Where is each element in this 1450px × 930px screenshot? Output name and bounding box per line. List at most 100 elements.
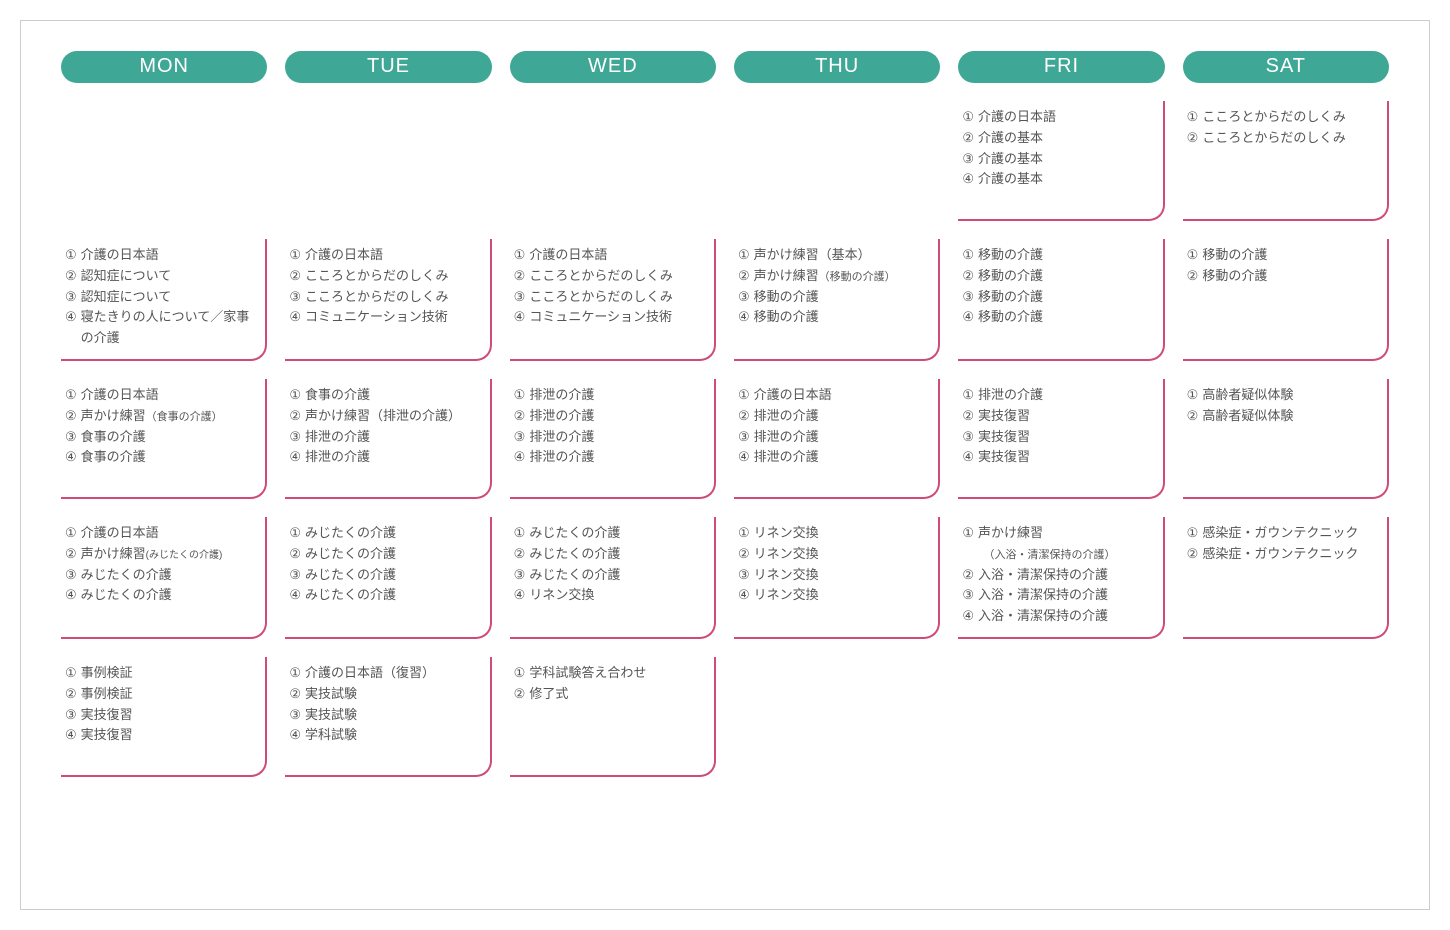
schedule-item: ③排泄の介護 — [514, 427, 706, 448]
item-number: ① — [65, 385, 77, 406]
item-number: ④ — [962, 169, 974, 190]
schedule-item: ①声かけ練習 （入浴・清潔保持の介護） — [962, 523, 1154, 565]
item-text: みじたくの介護 — [81, 565, 258, 586]
item-number: ① — [962, 523, 974, 544]
item-text: 入浴・清潔保持の介護 — [978, 606, 1155, 627]
item-text: 学科試験 — [305, 725, 482, 746]
schedule-item: ④寝たきりの人について／家事の介護 — [65, 307, 257, 349]
item-number: ① — [514, 385, 526, 406]
empty-cell — [61, 101, 267, 221]
item-number: ② — [962, 128, 974, 149]
item-suffix: （移動の介護） — [819, 271, 896, 283]
schedule-item: ②こころとからだのしくみ — [1187, 128, 1379, 149]
empty-cell — [734, 657, 940, 777]
schedule-item: ④排泄の介護 — [738, 447, 930, 468]
schedule-item: ①排泄の介護 — [514, 385, 706, 406]
schedule-item: ②みじたくの介護 — [514, 544, 706, 565]
empty-cell — [1183, 657, 1389, 777]
item-number: ① — [289, 663, 301, 684]
schedule-item: ①介護の日本語 — [289, 245, 481, 266]
schedule-cell-r2-c1: ①食事の介護②声かけ練習（排泄の介護）③排泄の介護④排泄の介護 — [285, 379, 491, 499]
item-number: ② — [289, 684, 301, 705]
schedule-item: ④介護の基本 — [962, 169, 1154, 190]
item-number: ④ — [738, 307, 750, 328]
schedule-item: ①リネン交換 — [738, 523, 930, 544]
item-text: 実技復習 — [978, 447, 1155, 468]
schedule-item: ③移動の介護 — [738, 287, 930, 308]
item-number: ① — [514, 523, 526, 544]
item-text: 移動の介護 — [1202, 266, 1379, 287]
schedule-item: ②事例検証 — [65, 684, 257, 705]
item-number: ① — [65, 663, 77, 684]
schedule-item: ④コミュニケーション技術 — [289, 307, 481, 328]
schedule-item: ④入浴・清潔保持の介護 — [962, 606, 1154, 627]
item-text: みじたくの介護 — [529, 523, 706, 544]
item-text: こころとからだのしくみ — [1202, 128, 1379, 149]
schedule-item: ②移動の介護 — [962, 266, 1154, 287]
item-text: 実技復習 — [81, 725, 258, 746]
item-number: ③ — [289, 427, 301, 448]
day-header-fri: FRI — [958, 51, 1164, 83]
schedule-item: ④みじたくの介護 — [289, 585, 481, 606]
item-text: リネン交換 — [754, 585, 931, 606]
schedule-item: ③入浴・清潔保持の介護 — [962, 585, 1154, 606]
item-subtext: （入浴・清潔保持の介護） — [978, 549, 1116, 561]
schedule-item: ③実技復習 — [65, 705, 257, 726]
schedule-item: ①介護の日本語 — [65, 523, 257, 544]
item-number: ④ — [289, 725, 301, 746]
schedule-item: ①移動の介護 — [1187, 245, 1379, 266]
schedule-item: ①学科試験答え合わせ — [514, 663, 706, 684]
schedule-cell-r1-c1: ①介護の日本語②こころとからだのしくみ③こころとからだのしくみ④コミュニケーショ… — [285, 239, 491, 361]
item-text: コミュニケーション技術 — [529, 307, 706, 328]
item-number: ① — [1187, 245, 1199, 266]
item-text: 移動の介護 — [754, 307, 931, 328]
schedule-item: ③実技試験 — [289, 705, 481, 726]
item-text: 介護の日本語 — [81, 385, 258, 406]
item-number: ④ — [289, 307, 301, 328]
item-text: 介護の基本 — [978, 169, 1155, 190]
item-number: ① — [962, 107, 974, 128]
item-number: ① — [962, 245, 974, 266]
schedule-cell-r1-c3: ①声かけ練習（基本）②声かけ練習（移動の介護）③移動の介護④移動の介護 — [734, 239, 940, 361]
item-number: ③ — [962, 287, 974, 308]
item-text: みじたくの介護 — [305, 523, 482, 544]
item-number: ① — [738, 245, 750, 266]
schedule-item: ②実技復習 — [962, 406, 1154, 427]
schedule-item: ③認知症について — [65, 287, 257, 308]
item-number: ② — [514, 544, 526, 565]
schedule-container: MONTUEWEDTHUFRISAT①介護の日本語②介護の基本③介護の基本④介護… — [20, 20, 1430, 910]
schedule-item: ④食事の介護 — [65, 447, 257, 468]
schedule-item: ②入浴・清潔保持の介護 — [962, 565, 1154, 586]
item-number: ② — [514, 684, 526, 705]
item-text: 排泄の介護 — [529, 447, 706, 468]
schedule-item: ①介護の日本語 — [962, 107, 1154, 128]
item-text: 実技復習 — [81, 705, 258, 726]
item-number: ③ — [289, 705, 301, 726]
schedule-item: ④コミュニケーション技術 — [514, 307, 706, 328]
item-number: ④ — [962, 307, 974, 328]
item-text: こころとからだのしくみ — [305, 287, 482, 308]
schedule-item: ③排泄の介護 — [738, 427, 930, 448]
schedule-item: ④移動の介護 — [962, 307, 1154, 328]
schedule-cell-r4-c0: ①事例検証②事例検証③実技復習④実技復習 — [61, 657, 267, 777]
item-number: ① — [1187, 107, 1199, 128]
item-text: 入浴・清潔保持の介護 — [978, 565, 1155, 586]
day-header-mon: MON — [61, 51, 267, 83]
schedule-item: ②声かけ練習（食事の介護） — [65, 406, 257, 427]
item-number: ① — [514, 245, 526, 266]
schedule-cell-r2-c0: ①介護の日本語②声かけ練習（食事の介護）③食事の介護④食事の介護 — [61, 379, 267, 499]
item-text: 声かけ練習（基本） — [754, 245, 931, 266]
item-text: リネン交換 — [754, 523, 931, 544]
item-text: 食事の介護 — [81, 427, 258, 448]
item-number: ④ — [65, 447, 77, 468]
schedule-item: ④排泄の介護 — [514, 447, 706, 468]
schedule-cell-r2-c4: ①排泄の介護②実技復習③実技復習④実技復習 — [958, 379, 1164, 499]
item-text: こころとからだのしくみ — [529, 287, 706, 308]
schedule-item: ③移動の介護 — [962, 287, 1154, 308]
schedule-item: ①みじたくの介護 — [289, 523, 481, 544]
item-text: 排泄の介護 — [754, 447, 931, 468]
item-text: 移動の介護 — [978, 307, 1155, 328]
item-text: 声かけ練習（食事の介護） — [81, 406, 258, 427]
item-text: コミュニケーション技術 — [305, 307, 482, 328]
item-text: 事例検証 — [81, 663, 258, 684]
